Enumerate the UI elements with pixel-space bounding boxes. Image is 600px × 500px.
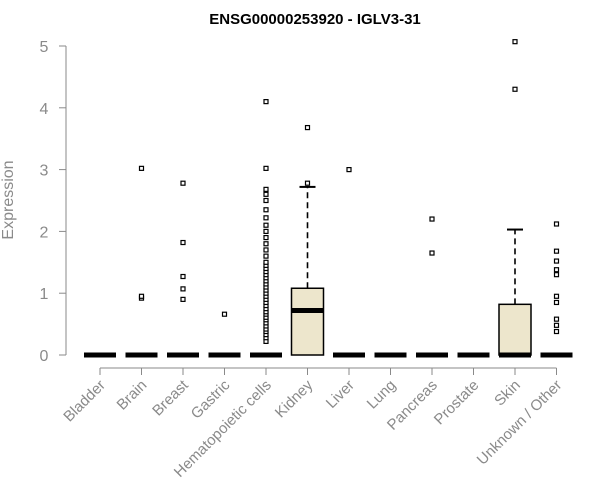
outlier-point: [138, 293, 145, 299]
box-unknown-other: [540, 221, 573, 358]
x-tick-label: Lung: [364, 377, 400, 413]
outlier-point: [553, 258, 560, 264]
x-tick-label: Kidney: [272, 376, 317, 421]
outlier-point: [263, 191, 269, 197]
outlier-point: [221, 311, 228, 317]
outlier-point: [138, 165, 145, 171]
outlier-point: [263, 215, 269, 221]
x-tick-label: Liver: [323, 377, 358, 412]
outlier-point: [553, 328, 560, 335]
box-skin: [498, 39, 532, 358]
outlier-point: [553, 316, 560, 322]
x-tick-label: Skin: [491, 377, 524, 410]
outlier-point: [429, 216, 435, 222]
outlier-point: [553, 267, 560, 273]
outlier-point: [180, 286, 186, 292]
y-axis: 0 1 2 3 4 5: [40, 39, 67, 365]
box-pancreas: [416, 216, 448, 358]
x-tick-label: Brain: [114, 377, 151, 414]
outlier-point: [553, 248, 560, 254]
outlier-point: [263, 259, 269, 265]
box-hematopoietic-cells: [250, 99, 282, 358]
outlier-point: [304, 124, 311, 131]
boxes-group: [84, 39, 573, 358]
outlier-point: [553, 221, 560, 227]
outlier-point: [180, 296, 186, 302]
outlier-point: [304, 180, 311, 186]
y-tick-label: 2: [40, 224, 49, 241]
outlier-point: [263, 228, 269, 234]
x-tick-label: Breast: [149, 376, 192, 419]
y-tick-label: 1: [40, 286, 49, 303]
outlier-point: [263, 253, 269, 259]
box-rect: [290, 287, 325, 356]
y-tick-label: 5: [40, 39, 49, 56]
box-breast: [167, 180, 199, 358]
x-tick-label: Bladder: [60, 377, 109, 426]
outlier-point: [180, 180, 186, 186]
y-tick-label: 4: [40, 101, 49, 118]
box-gastric: [208, 311, 241, 358]
outlier-point: [553, 299, 560, 306]
box-brain: [125, 165, 158, 358]
outlier-point: [263, 207, 269, 213]
outlier-point: [263, 247, 269, 253]
outlier-point: [263, 165, 269, 171]
outlier-point: [429, 250, 435, 256]
outlier-point: [263, 186, 269, 192]
box-rect: [498, 303, 532, 356]
y-tick-label: 0: [40, 348, 49, 365]
outlier-point: [553, 293, 560, 299]
outlier-point: [512, 86, 518, 92]
outlier-point: [263, 234, 269, 241]
outlier-point: [263, 241, 269, 247]
outlier-point: [553, 272, 560, 278]
box-liver: [333, 167, 365, 358]
outlier-point: [263, 222, 269, 228]
outlier-point: [512, 39, 518, 45]
outlier-point: [180, 273, 186, 280]
outlier-point: [346, 167, 352, 173]
outlier-point: [263, 99, 269, 105]
outlier-point: [263, 197, 269, 204]
chart-title: ENSG00000253920 - IGLV3-31: [209, 11, 421, 28]
y-tick-label: 3: [40, 163, 49, 180]
box-kidney: [290, 124, 325, 356]
x-tick-label: Prostate: [431, 377, 483, 429]
y-axis-label: Expression: [0, 160, 17, 239]
outlier-point: [553, 322, 560, 328]
outlier-point: [180, 239, 186, 246]
